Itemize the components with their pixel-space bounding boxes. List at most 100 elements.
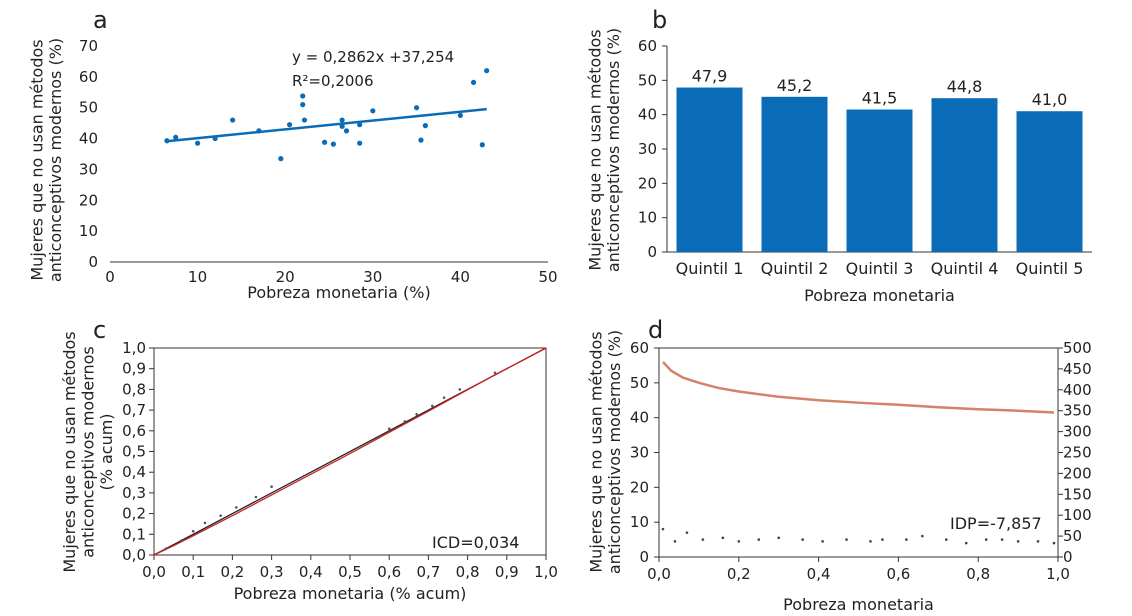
a-data-point: [256, 128, 262, 134]
a-y-tick-label: 70: [79, 37, 98, 55]
b-bar: [676, 87, 743, 252]
d-data-point: [944, 538, 948, 541]
d-y2-tick-label: 250: [1063, 444, 1092, 462]
d-y-tick-label: 10: [630, 513, 649, 531]
a-data-point: [164, 138, 170, 144]
d-y-tick-label: 0: [639, 548, 649, 566]
c-data-point: [235, 506, 238, 509]
d-y2-tick-label: 350: [1063, 402, 1092, 420]
c-y-tick-label: 0,6: [122, 422, 146, 440]
a-x-tick-label: 30: [363, 268, 382, 286]
a-data-point: [300, 102, 306, 108]
d-data-point: [1016, 540, 1020, 543]
d-data-point: [921, 534, 924, 538]
a-data-point: [301, 117, 308, 123]
b-bar-value-label: 45,2: [777, 76, 813, 95]
a-data-point: [230, 117, 236, 123]
d-idp-annotation: IDP=-7,857: [950, 514, 1042, 533]
b-x-tick-label: Quintil 2: [761, 259, 829, 278]
c-x-tick-label: 0,5: [338, 563, 362, 581]
a-r-squared: R²=0,2006: [292, 72, 374, 90]
a-data-point: [357, 122, 363, 128]
b-y-axis-label-group: Mujeres que no usan métodos anticonceptiv…: [585, 28, 622, 272]
a-y-tick-label: 40: [79, 130, 98, 148]
b-y-tick-label: 10: [638, 209, 657, 227]
d-data-point: [673, 540, 677, 543]
b-x-tick-label: Quintil 5: [1016, 259, 1084, 278]
c-data-point: [270, 485, 273, 488]
a-data-point: [422, 123, 428, 129]
a-x-tick-label: 50: [538, 268, 557, 286]
d-y2-tick-label: 200: [1063, 464, 1092, 482]
b-bar: [846, 109, 913, 253]
c-data-point: [203, 521, 207, 525]
d-y-tick-label: 60: [630, 339, 649, 357]
b-bar: [761, 96, 828, 253]
c-x-tick-label: 0,1: [181, 563, 205, 581]
a-data-point: [339, 123, 345, 129]
c-x-tick-label: 0,7: [416, 563, 440, 581]
c-data-point: [219, 514, 222, 517]
a-y-tick-label: 60: [79, 68, 98, 86]
d-y2-tick-label: 100: [1063, 506, 1092, 524]
c-x-tick-label: 0,4: [299, 563, 323, 581]
d-y2-tick-label: 0: [1063, 548, 1073, 566]
c-y-tick-label: 0,7: [122, 401, 146, 419]
b-x-tick-label: Quintil 1: [676, 259, 744, 278]
a-x-tick-label: 10: [188, 268, 207, 286]
a-y-axis-label-group: Mujeres que no usan métodos anticonceptiv…: [27, 38, 64, 282]
d-y2-tick-label: 300: [1063, 423, 1092, 441]
b-y-tick-label: 0: [647, 243, 657, 261]
d-y-tick-label: 50: [630, 374, 649, 392]
d-data-point: [821, 540, 824, 543]
a-data-point: [457, 112, 463, 119]
d-data-point: [685, 531, 689, 534]
a-regression-equation: y = 0,2862x +37,254: [292, 48, 454, 66]
a-trend-line: [166, 107, 487, 143]
a-x-tick-label: 0: [105, 268, 115, 286]
b-bar: [931, 98, 998, 252]
panel-label-d: d: [648, 316, 663, 344]
c-data-point: [415, 412, 418, 416]
d-y-tick-label: 20: [630, 478, 649, 496]
b-y-axis-label: Mujeres que no usan métodos: [585, 29, 604, 270]
a-data-point: [418, 137, 424, 143]
b-y-tick-label: 30: [638, 140, 657, 158]
d-y2-tick-label: 450: [1063, 360, 1092, 378]
c-x-tick-label: 0,6: [377, 563, 401, 581]
d-y-tick-label: 30: [630, 444, 649, 462]
b-bar-value-label: 41,5: [862, 89, 898, 108]
c-y-tick-label: 0,9: [122, 360, 146, 378]
a-y-tick-label: 50: [79, 99, 98, 117]
b-y-axis-label: anticonceptivos modernos (%): [604, 28, 623, 272]
d-data-point: [721, 536, 725, 540]
b-bar-value-label: 41,0: [1032, 90, 1068, 109]
a-data-point: [322, 139, 328, 145]
c-x-tick-label: 0,3: [260, 563, 284, 581]
c-data-point: [191, 529, 195, 533]
d-y2-tick-label: 50: [1063, 527, 1082, 545]
d-data-point: [701, 538, 705, 541]
panel-label-a: a: [93, 6, 108, 34]
c-y-axis-label: anticonceptivos modernos: [79, 346, 98, 558]
d-data-point: [845, 538, 848, 541]
a-data-point: [370, 108, 376, 114]
d-data-point: [881, 538, 884, 541]
d-data-point: [1052, 541, 1056, 545]
c-y-tick-label: 1,0: [122, 339, 146, 357]
a-y-tick-label: 10: [79, 222, 98, 240]
d-data-point: [777, 536, 780, 540]
a-data-point: [414, 105, 420, 111]
c-data-point: [458, 388, 462, 391]
c-data-point: [493, 371, 497, 375]
c-y-tick-label: 0,2: [122, 505, 146, 523]
d-data-point: [869, 540, 872, 543]
d-data-point: [757, 538, 761, 541]
a-data-point: [212, 135, 218, 142]
c-data-point: [387, 427, 391, 431]
d-data-point: [661, 527, 665, 531]
c-y-axis-label: (% acum): [97, 413, 116, 490]
b-bar-value-label: 44,8: [947, 77, 983, 96]
d-x-tick-label: 1,0: [1046, 565, 1070, 583]
